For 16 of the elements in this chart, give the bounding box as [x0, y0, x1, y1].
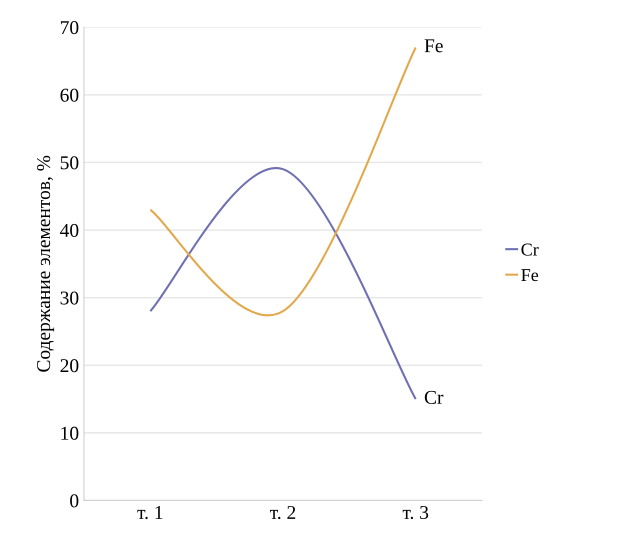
legend-label: Cr	[521, 244, 539, 256]
x-tick-label: т. 3	[402, 506, 428, 520]
y-tick-label: 60	[60, 88, 78, 102]
y-axis-title: Содержание элементов, %	[37, 156, 54, 372]
y-tick-label: 30	[60, 291, 78, 305]
x-tick-label: т. 2	[270, 506, 296, 520]
y-tick-label: 0	[70, 494, 78, 508]
y-tick-label: 20	[60, 359, 78, 372]
annotation: Cr	[424, 390, 444, 404]
legend-label: Fe	[521, 269, 538, 282]
y-tick-label: 10	[61, 426, 78, 440]
y-tick-label: 70	[60, 21, 78, 34]
y-tick-label: 50	[60, 156, 78, 170]
x-tick-label: т. 1	[137, 506, 162, 520]
annotation: Fe	[424, 39, 443, 52]
y-tick-label: 40	[60, 224, 78, 237]
